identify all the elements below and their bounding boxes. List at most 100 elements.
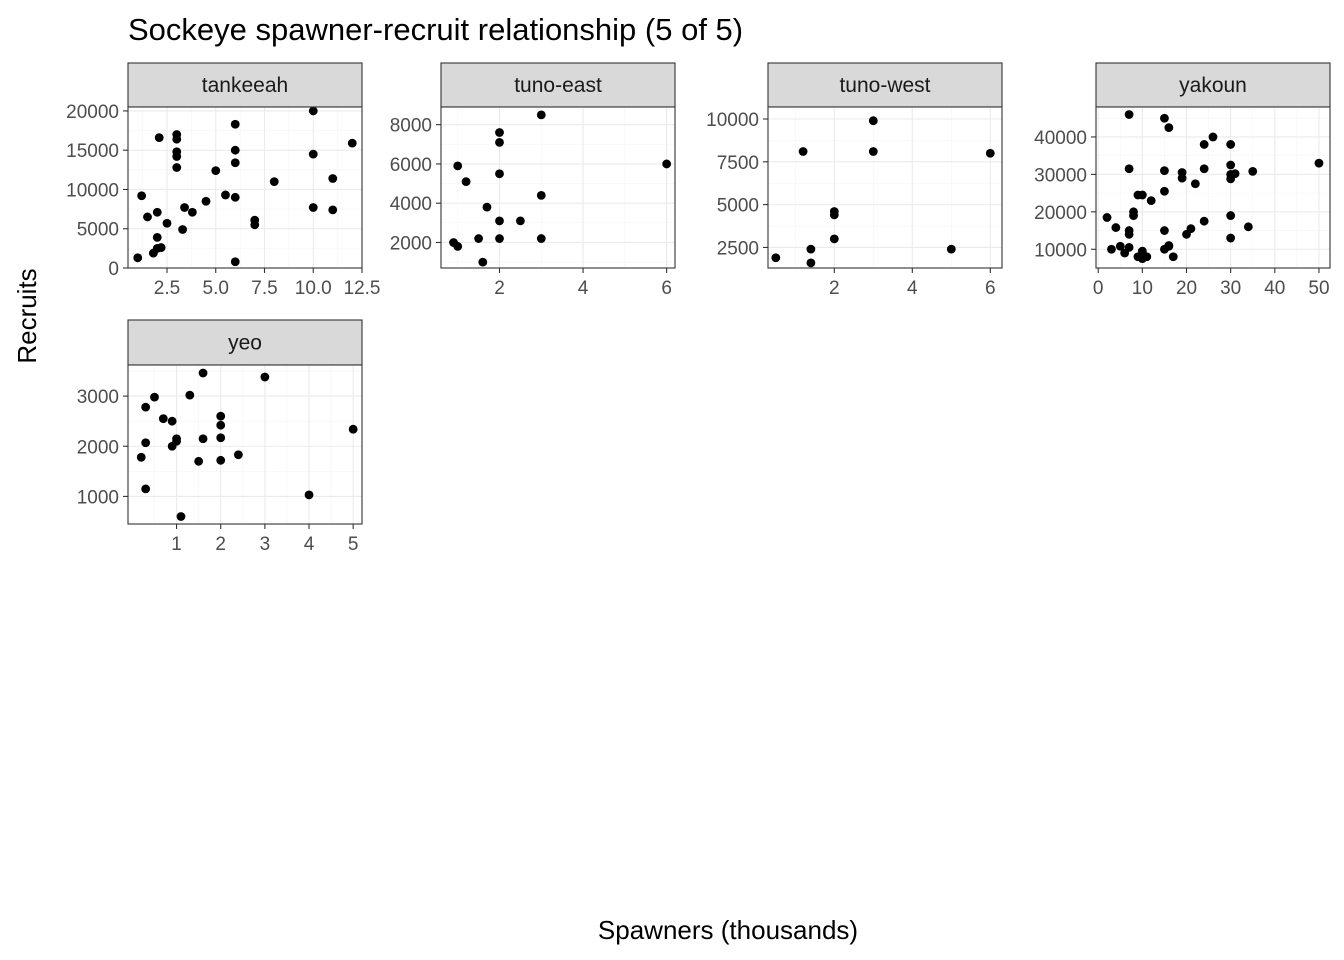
data-point xyxy=(1160,113,1169,123)
data-point xyxy=(474,234,484,243)
data-point xyxy=(1107,244,1116,254)
data-point xyxy=(985,148,995,158)
data-point xyxy=(1124,243,1134,252)
y-tick-label: 30000 xyxy=(1034,165,1087,186)
data-point xyxy=(495,216,504,226)
data-point xyxy=(1314,158,1324,168)
x-tick-label: 2 xyxy=(215,534,226,555)
data-point xyxy=(211,166,221,176)
data-point xyxy=(1226,211,1236,220)
data-point xyxy=(143,212,152,222)
y-tick-label: 5000 xyxy=(77,220,119,241)
data-point xyxy=(230,145,240,155)
data-point xyxy=(515,216,525,226)
data-point xyxy=(347,138,357,148)
panel-border xyxy=(127,106,363,269)
x-tick-label: 2.5 xyxy=(154,278,180,299)
data-point xyxy=(536,190,546,200)
data-point xyxy=(172,134,182,144)
x-tick-label: 10 xyxy=(1132,278,1153,299)
facet-strip xyxy=(440,62,676,108)
data-point xyxy=(1177,168,1187,177)
data-point xyxy=(806,244,816,254)
data-point xyxy=(172,152,182,161)
data-point xyxy=(536,110,546,120)
data-point xyxy=(1111,223,1121,232)
facet-strip-label: yeo xyxy=(228,332,262,355)
data-point xyxy=(172,163,182,172)
facet-tankeeah: tankeeah 2.5 5.0 7.5 10.0 12.5 0 5000 10000 15000… xyxy=(66,62,381,299)
data-point xyxy=(1146,196,1156,206)
data-point xyxy=(798,147,808,156)
data-point xyxy=(868,116,878,126)
data-point xyxy=(829,234,839,244)
x-tick-label: 1 xyxy=(171,534,182,555)
x-tick-label: 50 xyxy=(1308,278,1329,299)
data-point xyxy=(1115,241,1125,251)
data-point xyxy=(1248,167,1258,176)
y-tick-label: 20000 xyxy=(66,102,119,123)
y-tick-label: 40000 xyxy=(1034,128,1087,149)
panel-background xyxy=(128,365,362,524)
data-point xyxy=(230,119,240,129)
data-point xyxy=(1137,190,1147,200)
data-point xyxy=(201,196,211,206)
y-tick-label: 4000 xyxy=(390,194,432,215)
data-point xyxy=(453,242,463,251)
facet-strip-label: tuno-west xyxy=(839,74,930,97)
panel-border xyxy=(440,106,676,269)
panel-background xyxy=(441,107,675,268)
data-point xyxy=(172,436,181,446)
data-point xyxy=(308,149,318,159)
x-tick-label: 30 xyxy=(1220,278,1241,299)
x-tick-label: 4 xyxy=(304,534,315,555)
data-point xyxy=(230,158,240,168)
data-point xyxy=(495,234,504,243)
x-tick-label: 6 xyxy=(985,278,996,299)
data-point xyxy=(304,490,314,500)
data-point xyxy=(230,257,240,267)
data-point xyxy=(1199,140,1209,149)
data-point xyxy=(348,424,358,434)
data-point xyxy=(1226,233,1236,243)
data-point xyxy=(1186,224,1196,234)
data-point xyxy=(308,203,318,212)
x-tick-label: 10.0 xyxy=(295,278,332,299)
data-point xyxy=(260,372,270,382)
facet-strip-label: tuno-east xyxy=(514,74,602,97)
data-point xyxy=(478,257,488,267)
facet-strip xyxy=(127,62,363,108)
panel-background xyxy=(768,107,1002,268)
x-tick-label: 4 xyxy=(907,278,918,299)
x-tick-label: 12.5 xyxy=(344,278,381,299)
y-tick-label: 7500 xyxy=(717,153,759,174)
chart-title: Sockeye spawner-recruit relationship (5 … xyxy=(128,12,743,47)
data-point xyxy=(221,190,230,200)
facet-tuno-west: tuno-west 2 4 6 2500 5000 7500 10000 xyxy=(706,62,1003,299)
y-tick-label: 10000 xyxy=(706,110,759,131)
facet-strip xyxy=(767,62,1003,108)
data-point xyxy=(1230,169,1240,179)
data-point xyxy=(482,202,492,212)
data-point xyxy=(1199,164,1209,174)
facet-yeo: yeo 1 2 3 4 5 1000 2000 3000 xyxy=(77,319,363,555)
y-tick-label: 3000 xyxy=(77,387,119,408)
facet-strip-label: tankeeah xyxy=(202,74,288,97)
data-point xyxy=(216,433,226,443)
data-point xyxy=(141,438,151,448)
y-tick-label: 2500 xyxy=(717,238,759,259)
data-point xyxy=(136,452,146,462)
x-tick-label: 40 xyxy=(1264,278,1285,299)
data-point xyxy=(198,434,208,444)
y-tick-label: 8000 xyxy=(390,116,432,137)
data-point xyxy=(806,258,816,268)
y-tick-label: 2000 xyxy=(77,437,119,458)
panel-border xyxy=(767,106,1003,269)
data-point xyxy=(453,161,463,171)
data-point xyxy=(1160,186,1169,196)
data-point xyxy=(1142,252,1152,262)
data-point xyxy=(154,133,164,143)
facet-yakoun: yakoun 0 10 20 30 40 50 10000 20000 30000 40000 xyxy=(1034,62,1331,299)
panel-border xyxy=(1095,106,1331,269)
data-point xyxy=(1190,179,1200,189)
